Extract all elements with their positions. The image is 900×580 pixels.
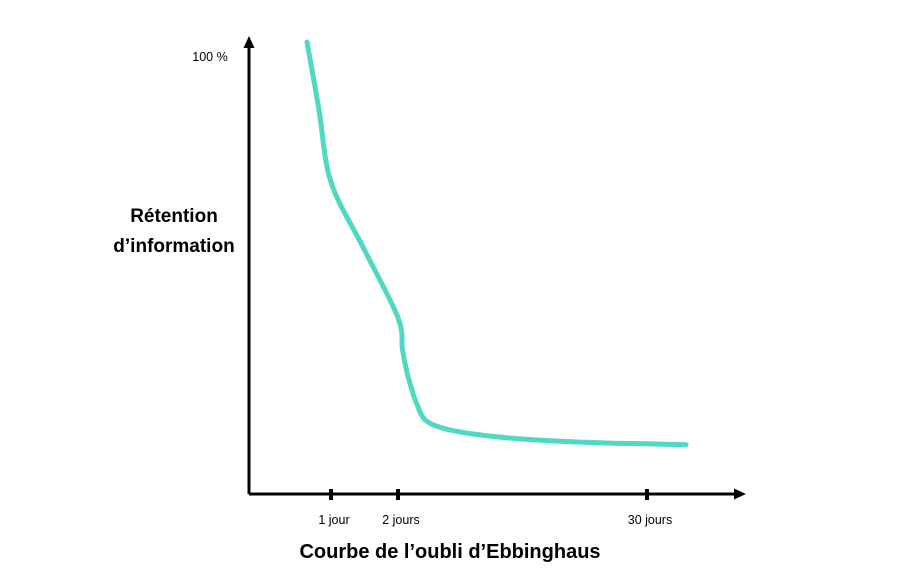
- chart-title: Courbe de l’oubli d’Ebbinghaus: [299, 541, 601, 563]
- y-axis-label: Rétention d’information: [100, 202, 248, 262]
- forgetting-curve-line: [304, 39, 689, 448]
- y-axis-arrow: [243, 36, 255, 48]
- x-tick-label: 30 jours: [628, 513, 672, 527]
- series-group: [304, 39, 689, 448]
- y-ticks: 100 %: [192, 50, 227, 64]
- y-axis-label-line-2: d’information: [113, 236, 235, 257]
- x-axis-arrow: [734, 488, 746, 500]
- x-tick-label: 1 jour: [318, 513, 349, 527]
- x-ticks: 1 jour 2 jours 30 jours: [318, 489, 672, 527]
- x-tick-label: 2 jours: [382, 513, 420, 527]
- y-axis-label-line-1: Rétention: [130, 206, 218, 227]
- y-tick-label: 100 %: [192, 50, 227, 64]
